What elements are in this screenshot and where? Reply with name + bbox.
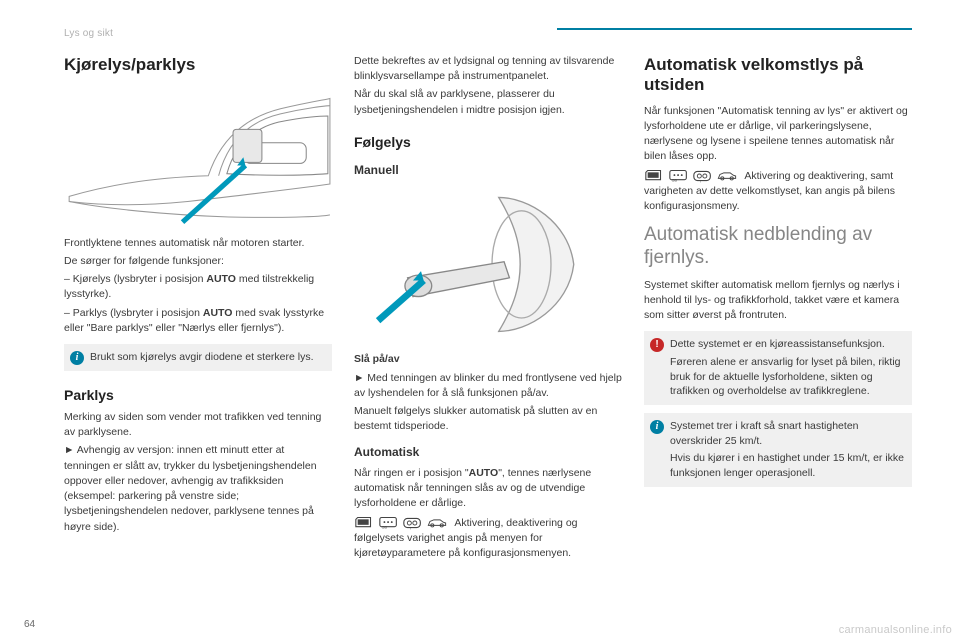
body-text: Når funksjonen "Automatisk tenning av ly…: [644, 104, 912, 165]
column-2: Dette bekreftes av et lydsignal og tenni…: [354, 51, 622, 564]
info-note: i Systemet trer i kraft så snart hastigh…: [644, 413, 912, 487]
panel-icon: GB: [378, 515, 400, 531]
body-text: GB i Aktivering, deaktivering og følgely…: [354, 515, 622, 561]
list-item: – Kjørelys (lysbryter i posisjon AUTO me…: [64, 272, 332, 302]
page-number: 64: [24, 619, 35, 630]
svg-text:GB: GB: [382, 525, 388, 529]
body-text: De sørger for følgende funksjoner:: [64, 254, 332, 269]
svg-text:GB: GB: [672, 178, 678, 182]
section-title-parklys: Parklys: [64, 385, 332, 405]
minor-heading: Slå på/av: [354, 352, 622, 367]
body-text: Frontlyktene tennes automatisk når motor…: [64, 236, 332, 251]
cluster-icon: i: [402, 515, 424, 531]
body-text: Manuelt følgelys slukker automatisk på s…: [354, 404, 622, 434]
section-title-folgelys: Følgelys: [354, 132, 622, 152]
warning-note: ! Dette systemet er en kjøreassistansefu…: [644, 331, 912, 405]
menu-icons: GB i: [644, 168, 738, 184]
section-title-autohighbeam: Automatisk nedblending av fjernlys.: [644, 224, 912, 270]
watermark: carmanualsonline.info: [839, 624, 952, 636]
warning-icon: !: [650, 338, 664, 352]
subsection-manuell: Manuell: [354, 162, 622, 179]
body-text: GB i Aktivering og deaktivering, samt va…: [644, 168, 912, 214]
column-3: Automatisk velkomstlys på utsiden Når fu…: [644, 51, 912, 564]
body-text: Merking av siden som vender mot trafikke…: [64, 410, 332, 440]
screen-icon: [644, 168, 666, 184]
note-text: Systemet trer i kraft så snart hastighet…: [670, 419, 904, 448]
figure-headlamp: [64, 83, 332, 227]
column-1: Kjørelys/parklys Frontlyktene tennes aut…: [64, 51, 332, 564]
section-title-velkomstlys: Automatisk velkomstlys på utsiden: [644, 55, 912, 96]
figure-stalk: [354, 184, 622, 345]
header-rule: [557, 28, 912, 30]
menu-icons: GB i: [354, 515, 448, 531]
body-text: Dette bekreftes av et lydsignal og tenni…: [354, 54, 622, 84]
manual-page: Lys og sikt Kjørelys/parklys Frontlykten…: [0, 0, 960, 640]
note-text: Brukt som kjørelys avgir diodene et ster…: [90, 351, 314, 363]
body-text: ► Med tenningen av blinker du med frontl…: [354, 371, 622, 401]
screen-icon: [354, 515, 376, 531]
panel-icon: GB: [668, 168, 690, 184]
info-icon: i: [650, 420, 664, 434]
body-text: Systemet skifter automatisk mellom fjern…: [644, 278, 912, 324]
list-item: – Parklys (lysbryter i posisjon AUTO med…: [64, 306, 332, 336]
note-text: Hvis du kjører i en hastighet under 15 k…: [670, 451, 904, 480]
subsection-automatisk: Automatisk: [354, 444, 622, 461]
info-icon: i: [70, 351, 84, 365]
content-columns: Kjørelys/parklys Frontlyktene tennes aut…: [64, 51, 912, 564]
body-text: ► Avhengig av versjon: innen ett minutt …: [64, 443, 332, 534]
svg-text:i: i: [700, 179, 701, 183]
car-icon: [426, 515, 448, 531]
section-title-drl: Kjørelys/parklys: [64, 55, 332, 75]
stalk-illustration: [354, 184, 622, 345]
body-text: Når du skal slå av parklysene, plasserer…: [354, 87, 622, 117]
headlamp-illustration: [64, 83, 332, 227]
note-text: Dette systemet er en kjøreassistansefunk…: [670, 337, 904, 352]
svg-text:i: i: [410, 526, 411, 530]
body-text: Når ringen er i posisjon "AUTO", tennes …: [354, 466, 622, 512]
car-icon: [716, 168, 738, 184]
note-text: Føreren alene er ansvarlig for lyset på …: [670, 355, 904, 399]
cluster-icon: i: [692, 168, 714, 184]
info-note: i Brukt som kjørelys avgir diodene et st…: [64, 344, 332, 371]
